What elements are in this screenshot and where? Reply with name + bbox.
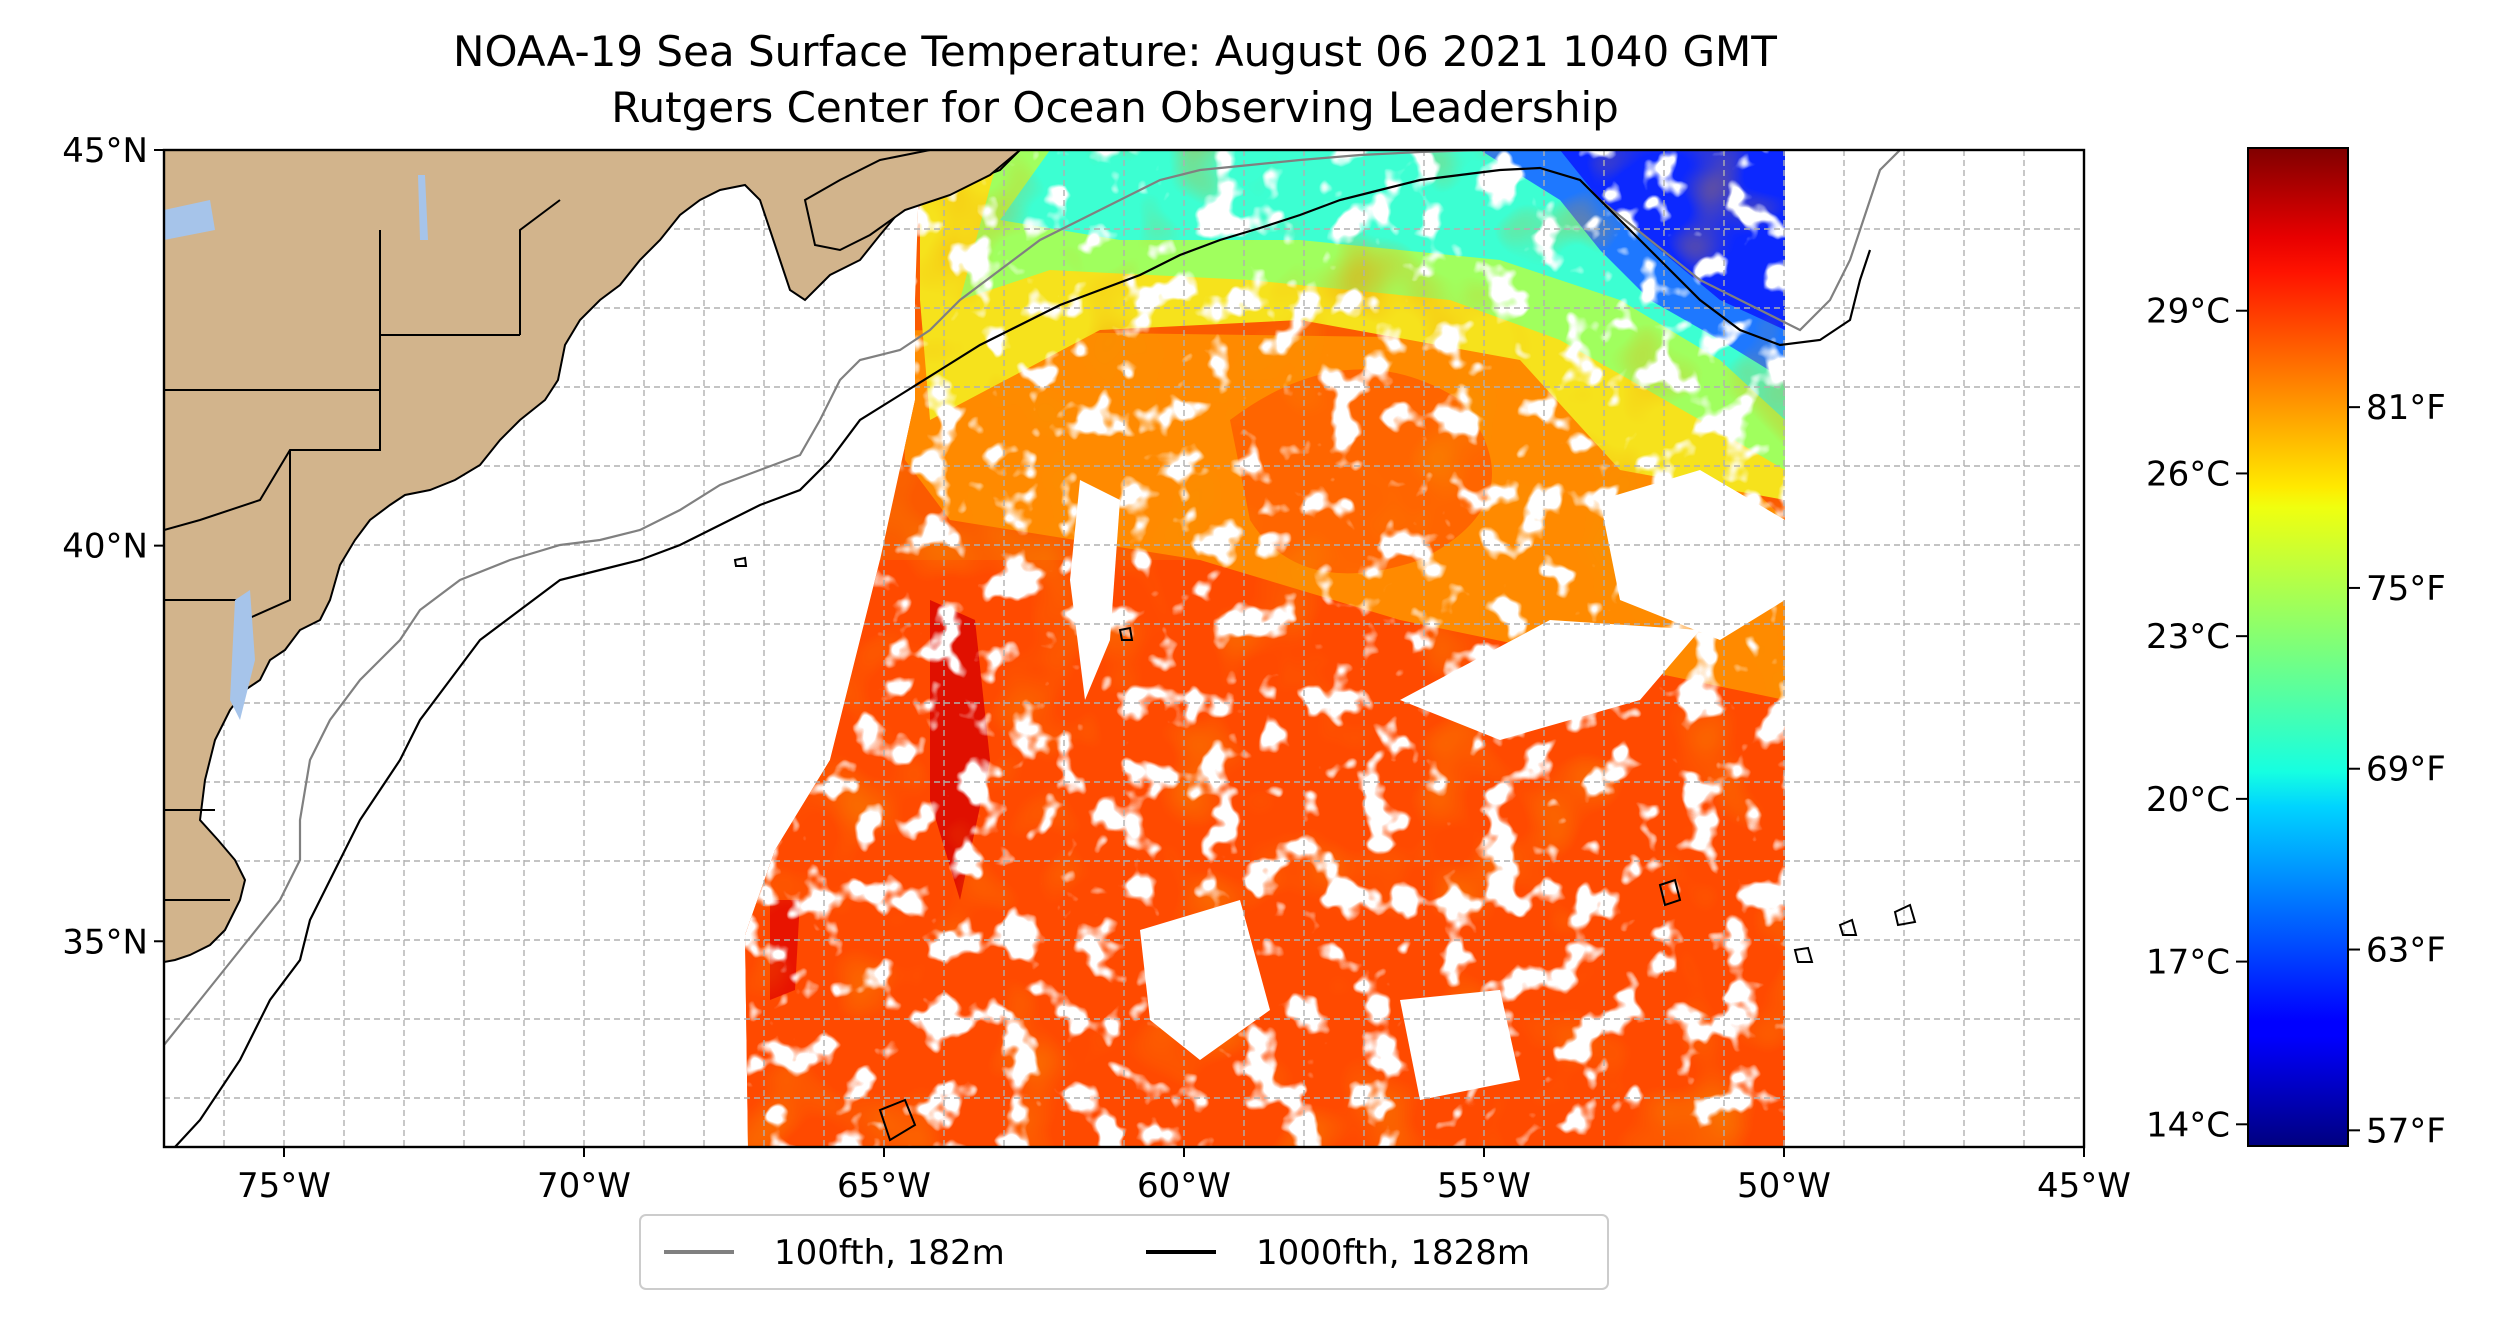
legend-label-1000fth: 1000fth, 1828m [1256, 1233, 1530, 1273]
fahrenheit-tick-label: 57°F [2366, 1111, 2446, 1151]
legend-label-100fth: 100fth, 182m [774, 1233, 1005, 1273]
lon-tick-label: 70°W [537, 1166, 631, 1206]
lon-tick-label: 45°W [2037, 1166, 2131, 1206]
lat-tick-label: 45°N [62, 131, 148, 171]
celsius-tick-label: 29°C [2146, 292, 2230, 332]
colorbar-fahrenheit-ticks: 81°F 75°F 69°F 63°F 57°F [2348, 388, 2446, 1151]
fahrenheit-tick-label: 69°F [2366, 750, 2446, 790]
seamount-5 [1793, 946, 1814, 963]
celsius-tick-label: 23°C [2146, 617, 2230, 657]
celsius-tick-label: 17°C [2146, 943, 2230, 983]
fahrenheit-tick-label: 81°F [2366, 388, 2446, 428]
lon-tick-label: 60°W [1137, 1166, 1231, 1206]
chart-title-line1: NOAA-19 Sea Surface Temperature: August … [453, 27, 1777, 76]
cloud-patch-4 [1070, 480, 1120, 700]
colorbar-ramp [2247, 147, 2349, 1147]
cloud-patch-1 [1600, 470, 1785, 640]
seamount-1 [878, 1098, 917, 1142]
sst-swath [745, 150, 1785, 1147]
plot-frame [162, 148, 2086, 1149]
isobaths [164, 150, 1917, 1147]
legend-box [639, 1214, 1609, 1290]
longitude-ticks: 75°W 70°W 65°W 60°W 55°W 50°W 45°W [237, 1147, 2131, 1206]
cloud-patch-2 [1400, 620, 1700, 740]
seamount-7 [733, 556, 748, 567]
celsius-tick-label: 20°C [2146, 780, 2230, 820]
chart-title-line2: Rutgers Center for Ocean Observing Leade… [611, 83, 1619, 132]
isobath-1000fth [174, 166, 1872, 1147]
cloud-patch-5 [1400, 990, 1520, 1100]
celsius-tick-label: 26°C [2146, 454, 2230, 494]
chesapeake-bay [230, 590, 255, 720]
lon-tick-label: 75°W [237, 1166, 331, 1206]
seamount-2 [1658, 878, 1682, 907]
lake-champlain [418, 175, 428, 240]
lon-tick-label: 65°W [837, 1166, 931, 1206]
colorbar-celsius-ticks: 29°C 26°C 23°C 20°C 17°C 14°C [2146, 292, 2248, 1145]
fahrenheit-tick-label: 63°F [2366, 931, 2446, 971]
nova-scotia [803, 150, 1022, 252]
lon-tick-label: 50°W [1737, 1166, 1831, 1206]
colorbar: 29°C 26°C 23°C 20°C 17°C 14°C 81°F 75°F 69°F 63°… [2146, 147, 2446, 1151]
seamount-4 [1893, 903, 1917, 927]
lat-tick-label: 35°N [62, 922, 148, 962]
isobath-100fth [164, 150, 1901, 1046]
land [164, 150, 1022, 964]
lon-tick-label: 55°W [1437, 1166, 1531, 1206]
lat-tick-label: 40°N [62, 527, 148, 567]
lake-ontario-edge [164, 200, 215, 240]
seamount-3 [1838, 918, 1858, 936]
fahrenheit-tick-label: 75°F [2366, 569, 2446, 609]
map-plot-area [164, 150, 2084, 1147]
land-mass [164, 150, 1022, 964]
celsius-tick-label: 14°C [2146, 1105, 2230, 1145]
gridlines [164, 150, 2084, 1147]
latitude-ticks: 45°N 40°N 35°N [62, 131, 164, 962]
legend: 100fth, 182m 1000fth, 1828m [639, 1214, 1609, 1290]
seamount-6 [1118, 626, 1134, 641]
state-borders [164, 199, 561, 901]
